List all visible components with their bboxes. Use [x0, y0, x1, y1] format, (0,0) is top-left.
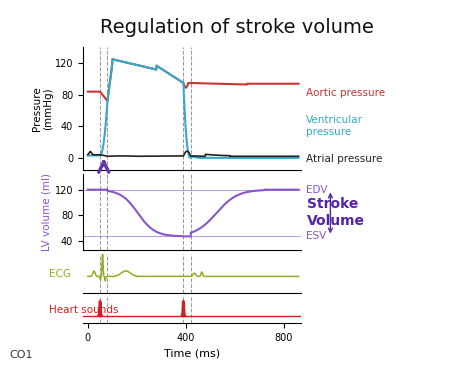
Text: Ventricular
pressure: Ventricular pressure: [306, 115, 363, 137]
Text: ESV: ESV: [306, 231, 326, 241]
Text: Regulation of stroke volume: Regulation of stroke volume: [100, 18, 374, 37]
Y-axis label: Pressure
(mmHg): Pressure (mmHg): [32, 86, 54, 131]
Text: Heart sounds: Heart sounds: [49, 305, 118, 315]
Text: Atrial pressure: Atrial pressure: [306, 154, 382, 164]
Text: Stroke: Stroke: [307, 197, 358, 211]
Text: EDV: EDV: [306, 185, 327, 195]
Text: CO1: CO1: [9, 350, 33, 360]
Text: ECG: ECG: [49, 269, 71, 278]
Text: Volume: Volume: [307, 214, 365, 228]
Text: Aortic pressure: Aortic pressure: [306, 88, 385, 98]
X-axis label: Time (ms): Time (ms): [164, 348, 220, 358]
Y-axis label: LV volume (ml): LV volume (ml): [42, 173, 52, 251]
